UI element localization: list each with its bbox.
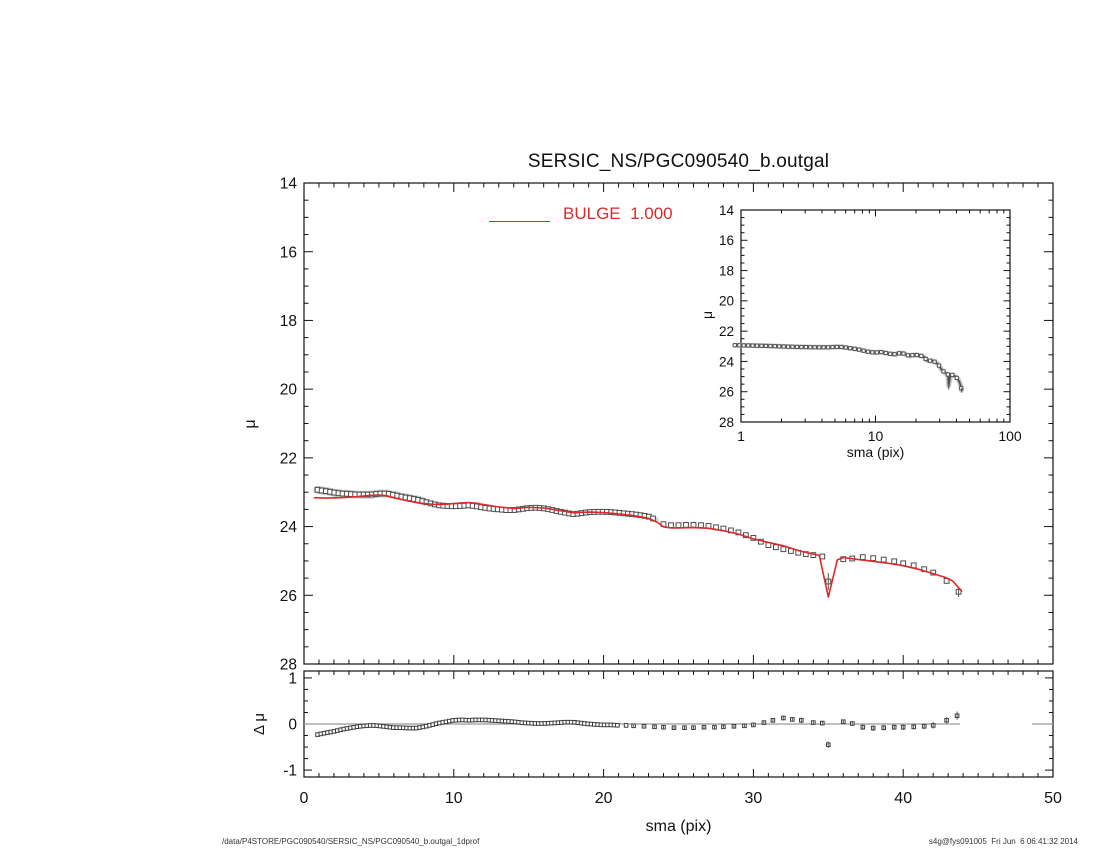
svg-text:22: 22: [719, 324, 734, 339]
svg-text:26: 26: [719, 385, 734, 400]
svg-text:18: 18: [719, 263, 734, 278]
svg-text:24: 24: [719, 354, 735, 369]
svg-text:-1: -1: [283, 763, 297, 780]
svg-text:50: 50: [1044, 790, 1062, 807]
legend-line-swatch: [489, 221, 550, 222]
page-title: SERSIC_NS/PGC090540_b.outgal: [527, 151, 830, 172]
svg-text:20: 20: [719, 294, 734, 309]
footer-timestamp: s4g@fys091005 Fri Jun 6 06:41:32 2014: [928, 837, 1078, 846]
svg-text:14: 14: [719, 203, 735, 218]
svg-text:14: 14: [280, 176, 298, 193]
svg-text:22: 22: [280, 450, 297, 467]
svg-text:20: 20: [595, 790, 613, 807]
svg-text:28: 28: [280, 657, 297, 674]
svg-text:0: 0: [288, 717, 297, 734]
svg-text:28: 28: [719, 415, 734, 430]
main-y-axis-label: μ: [242, 419, 259, 429]
legend-label: BULGE 1.000: [563, 204, 673, 223]
svg-text:0: 0: [300, 790, 309, 807]
svg-text:10: 10: [445, 790, 463, 807]
inset-y-axis-label: μ: [699, 310, 715, 320]
svg-text:18: 18: [280, 313, 297, 330]
svg-text:16: 16: [280, 244, 297, 261]
svg-text:100: 100: [998, 428, 1022, 444]
svg-text:1: 1: [288, 670, 297, 687]
svg-text:40: 40: [894, 790, 912, 807]
footer-file-path: /data/P4STORE/PGC090540/SERSIC_NS/PGC090…: [222, 837, 480, 846]
svg-text:10: 10: [868, 428, 884, 444]
residual-y-axis-label: Δ μ: [251, 713, 268, 736]
svg-text:30: 30: [745, 790, 763, 807]
x-axis-label: sma (pix): [645, 818, 712, 835]
svg-text:1: 1: [737, 428, 745, 444]
inset-x-axis-label: sma (pix): [846, 444, 905, 460]
svg-text:26: 26: [280, 588, 297, 605]
svg-text:24: 24: [280, 519, 298, 536]
svg-text:20: 20: [280, 382, 298, 399]
svg-text:16: 16: [719, 233, 734, 248]
